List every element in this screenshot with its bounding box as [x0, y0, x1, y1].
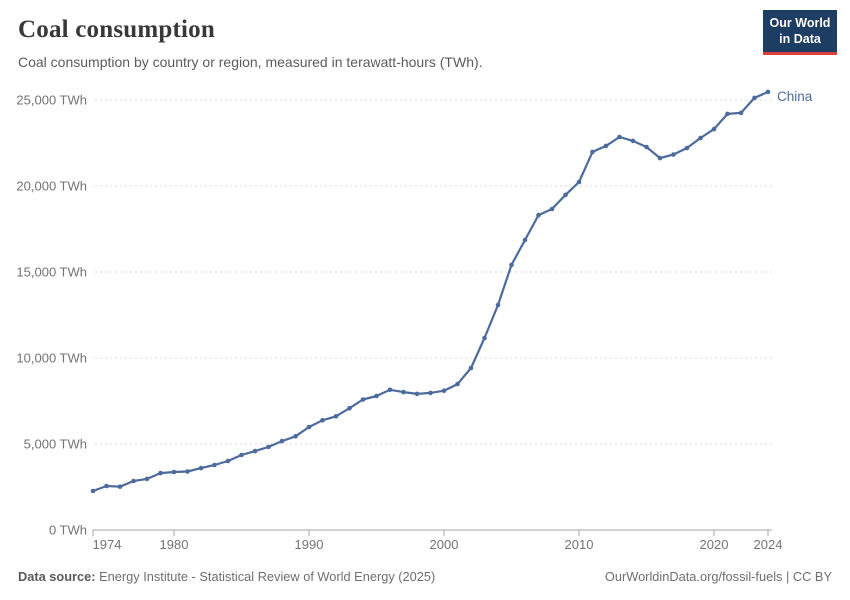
data-point [684, 145, 690, 151]
owid-logo-line2: in Data [779, 32, 821, 47]
x-axis: 1974 1980 1990 2000 2010 2020 2024 [92, 529, 783, 552]
data-point [509, 262, 514, 268]
data-point [698, 135, 703, 141]
data-point [617, 134, 622, 140]
y-tick-label: 25,000 TWh [16, 93, 87, 108]
data-point [630, 138, 636, 144]
data-point [131, 478, 136, 484]
data-point [293, 434, 298, 439]
data-point [711, 126, 717, 132]
data-point [522, 237, 528, 243]
x-tick-label: 2024 [754, 537, 783, 552]
data-point [482, 335, 487, 341]
data-point [441, 388, 447, 394]
data-point [185, 469, 190, 474]
data-point [158, 470, 163, 476]
data-source-text: Energy Institute - Statistical Review of… [95, 569, 436, 584]
data-point [644, 144, 649, 150]
data-point [266, 444, 271, 450]
data-point [360, 397, 366, 402]
data-point [171, 469, 177, 475]
y-axis: 0 TWh 5,000 TWh 10,000 TWh 15,000 TWh 20,000… [16, 93, 87, 538]
owid-logo[interactable]: Our World in Data [763, 10, 837, 55]
data-point [725, 111, 730, 117]
data-point [428, 390, 433, 396]
data-point [576, 179, 582, 185]
y-tick-label: 10,000 TWh [16, 351, 87, 366]
data-point [212, 462, 217, 468]
data-point [239, 452, 244, 458]
data-point [536, 212, 541, 218]
data-point [387, 387, 393, 393]
chart-footer: Data source: Energy Institute - Statisti… [18, 569, 832, 584]
data-point [333, 414, 339, 419]
x-tick-label: 1980 [160, 537, 189, 552]
data-point [144, 476, 150, 482]
data-point [590, 149, 595, 155]
data-point [765, 89, 771, 95]
x-tick-label: 1974 [93, 537, 122, 552]
data-point [657, 155, 663, 161]
data-point [414, 391, 420, 397]
y-tick-label: 20,000 TWh [16, 179, 87, 194]
y-tick-label: 15,000 TWh [16, 265, 87, 280]
data-point [671, 152, 676, 157]
data-point [104, 483, 109, 489]
chart-title: Coal consumption [18, 16, 215, 43]
x-tick-label: 2000 [430, 537, 459, 552]
data-point [320, 418, 325, 423]
data-point [495, 302, 501, 308]
data-point [198, 465, 204, 471]
data-source-note: Data source: Energy Institute - Statisti… [18, 569, 435, 584]
license-link[interactable]: OurWorldinData.org/fossil-fuels | CC BY [604, 569, 832, 584]
data-point [374, 393, 379, 399]
series-line[interactable] [92, 90, 769, 493]
owid-logo-line1: Our World [769, 16, 831, 30]
data-point [347, 405, 352, 411]
x-tick-label: 2010 [565, 537, 594, 552]
data-point [90, 488, 96, 494]
data-point [468, 365, 474, 371]
data-point [279, 438, 285, 444]
data-point [603, 143, 609, 149]
y-tick-label: 0 TWh [49, 523, 87, 538]
data-point [401, 389, 406, 395]
data-point [752, 95, 757, 101]
y-tick-label: 5,000 TWh [24, 437, 87, 452]
x-tick-label: 2020 [700, 537, 729, 552]
series-end-label[interactable]: China [777, 89, 813, 104]
data-point [455, 381, 460, 387]
data-point [738, 110, 744, 116]
data-point [252, 448, 258, 454]
data-point [117, 484, 123, 490]
china-line-series[interactable] [90, 89, 771, 494]
data-point [225, 458, 231, 464]
data-source-label: Data source: [18, 569, 96, 584]
data-point [563, 192, 568, 198]
data-point [306, 424, 312, 430]
chart-subtitle: Coal consumption by country or region, m… [18, 54, 483, 70]
x-tick-label: 1990 [295, 537, 324, 552]
data-point [549, 206, 555, 212]
